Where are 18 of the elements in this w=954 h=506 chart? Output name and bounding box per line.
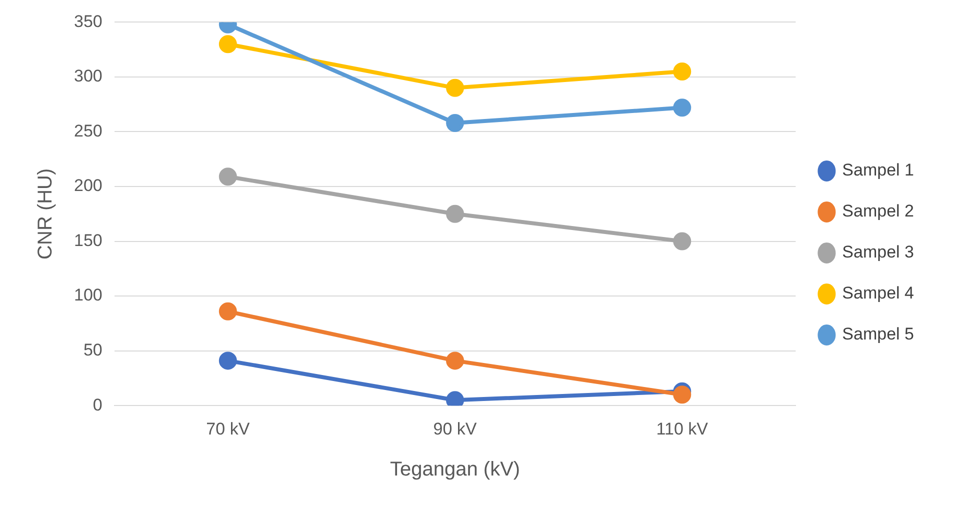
legend-label: Sampel 4 bbox=[842, 284, 914, 303]
x-tick-label: 70 kV bbox=[206, 419, 250, 438]
x-tick-label: 90 kV bbox=[433, 419, 478, 438]
y-tick-label: 250 bbox=[74, 121, 102, 140]
y-axis-title: CNR (HU) bbox=[34, 168, 57, 260]
y-tick-label: 300 bbox=[74, 66, 102, 86]
legend-label: Sampel 1 bbox=[842, 160, 914, 180]
y-tick-label: 150 bbox=[74, 230, 102, 250]
y-tick-label: 50 bbox=[83, 340, 102, 360]
legend-label: Sampel 2 bbox=[842, 202, 914, 221]
y-tick-label: 350 bbox=[74, 12, 102, 31]
x-axis-title: Tegangan (kV) bbox=[390, 458, 520, 481]
y-tick-label: 100 bbox=[74, 286, 102, 305]
x-tick-label: 110 kV bbox=[656, 419, 709, 438]
y-tick-label: 0 bbox=[92, 395, 102, 414]
legend-label: Sampel 5 bbox=[842, 324, 914, 344]
legend-label: Sampel 3 bbox=[842, 242, 914, 262]
y-tick-label: 200 bbox=[74, 176, 102, 196]
